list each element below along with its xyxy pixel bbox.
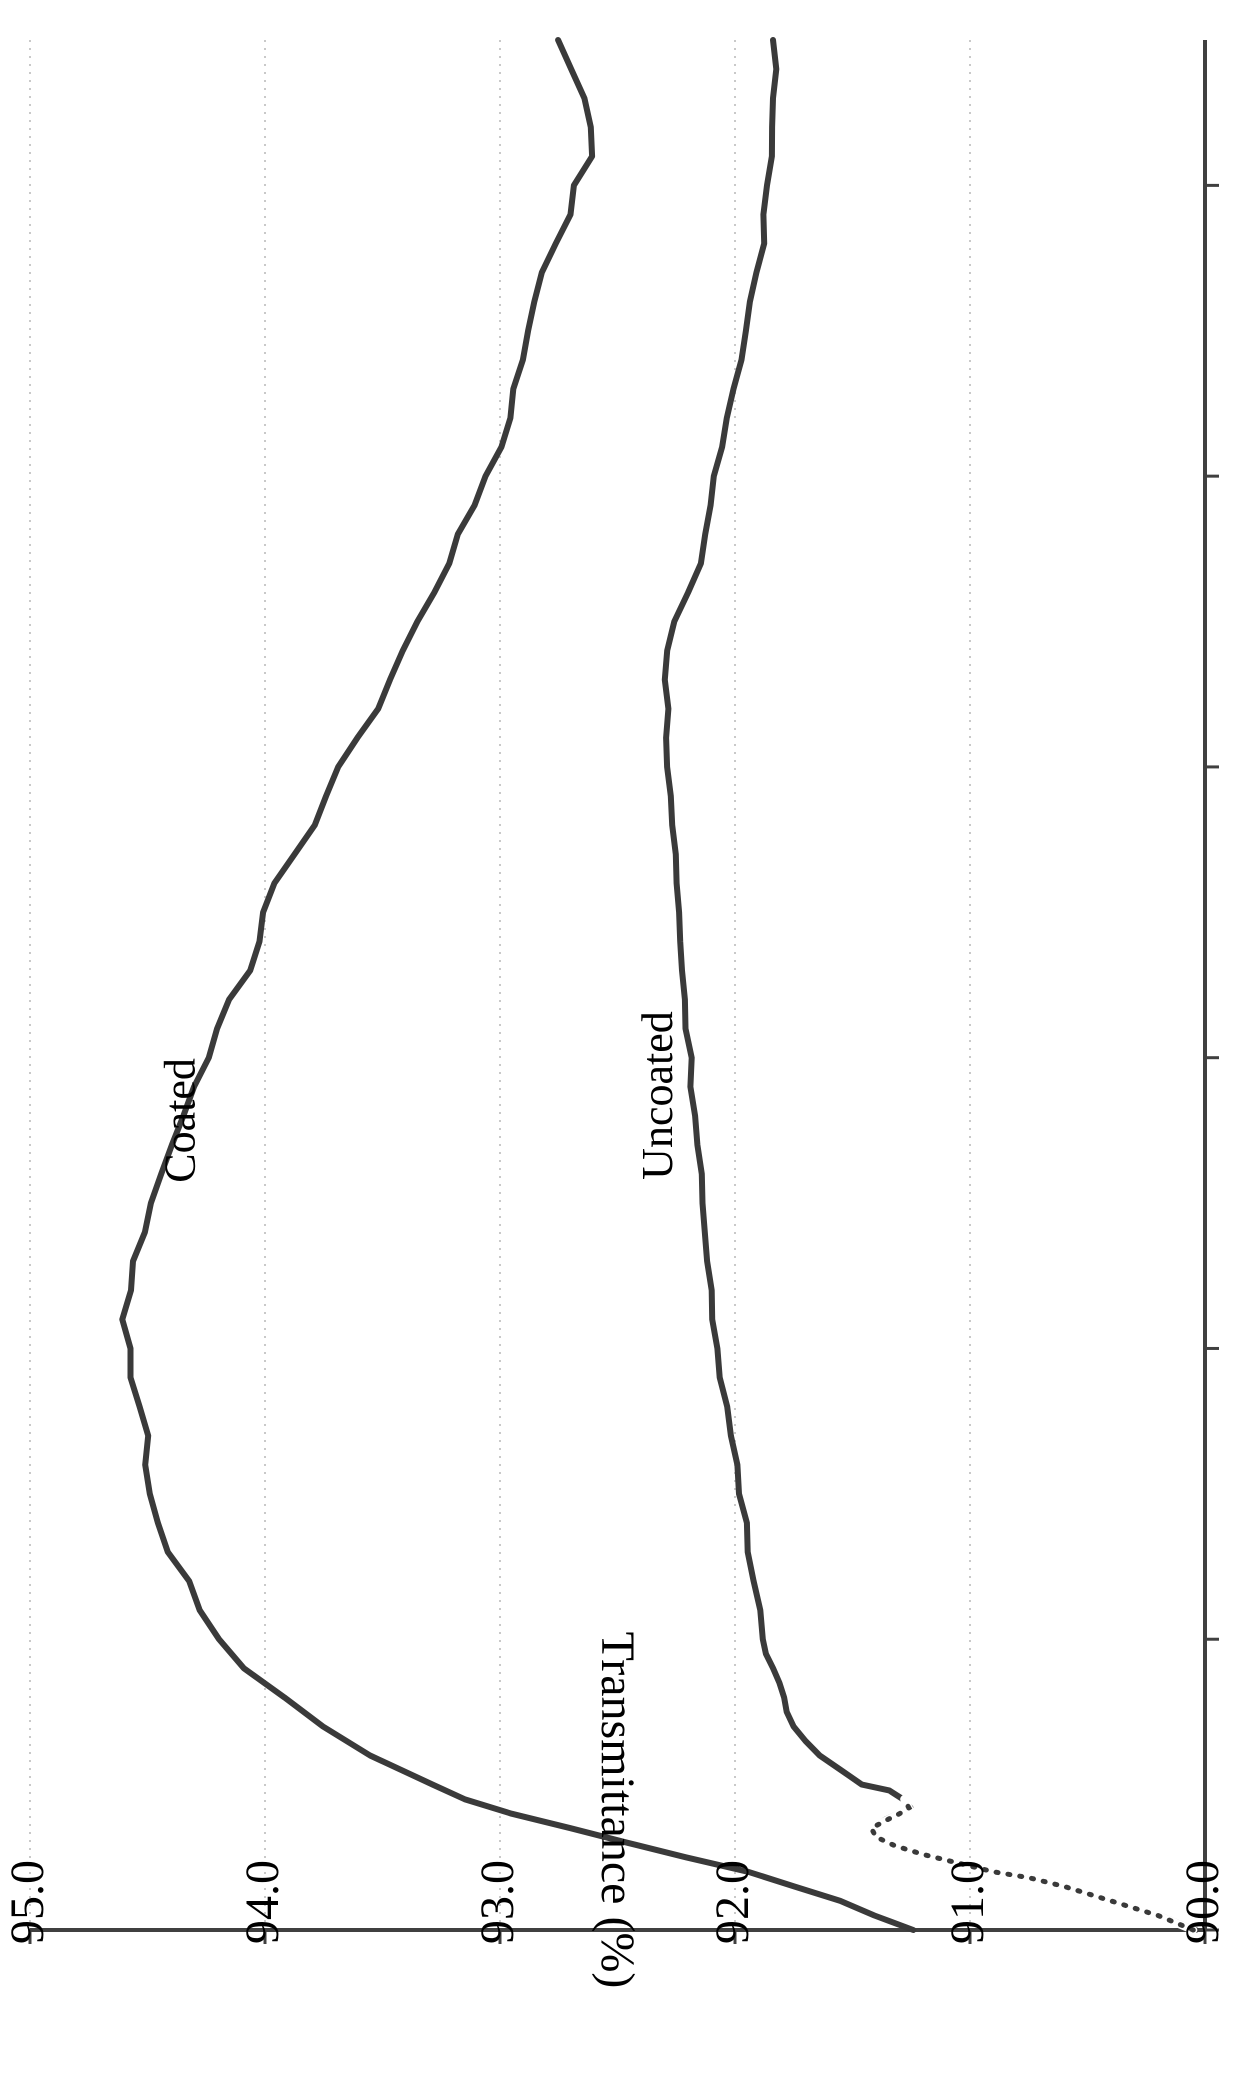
y-tick-label: 94.0: [235, 1860, 290, 1944]
x-tick-label: 950: [1230, 149, 1240, 221]
chart-stage: 90.0 91.0 92.0 93.0 94.0 95.0 350 450 55…: [0, 0, 1240, 2085]
x-tick-label: 650: [1230, 1022, 1240, 1094]
y-tick-label: 90.0: [1175, 1860, 1230, 1944]
x-tick-label: 850: [1230, 440, 1240, 512]
y-axis-title: Transmittance (%): [590, 1632, 645, 1989]
series-label-coated: Coated: [155, 1058, 206, 1183]
y-tick-label: 92.0: [705, 1860, 760, 1944]
x-tick-label: 750: [1230, 731, 1240, 803]
x-tick-label: 450: [1230, 1603, 1240, 1675]
y-tick-label: 91.0: [940, 1860, 995, 1944]
y-tick-label: 93.0: [470, 1860, 525, 1944]
y-tick-label: 95.0: [0, 1860, 55, 1944]
x-tick-label: 550: [1230, 1312, 1240, 1384]
x-tick-label: 350: [1230, 1894, 1240, 1966]
series-label-uncoated: Uncoated: [632, 1011, 683, 1180]
